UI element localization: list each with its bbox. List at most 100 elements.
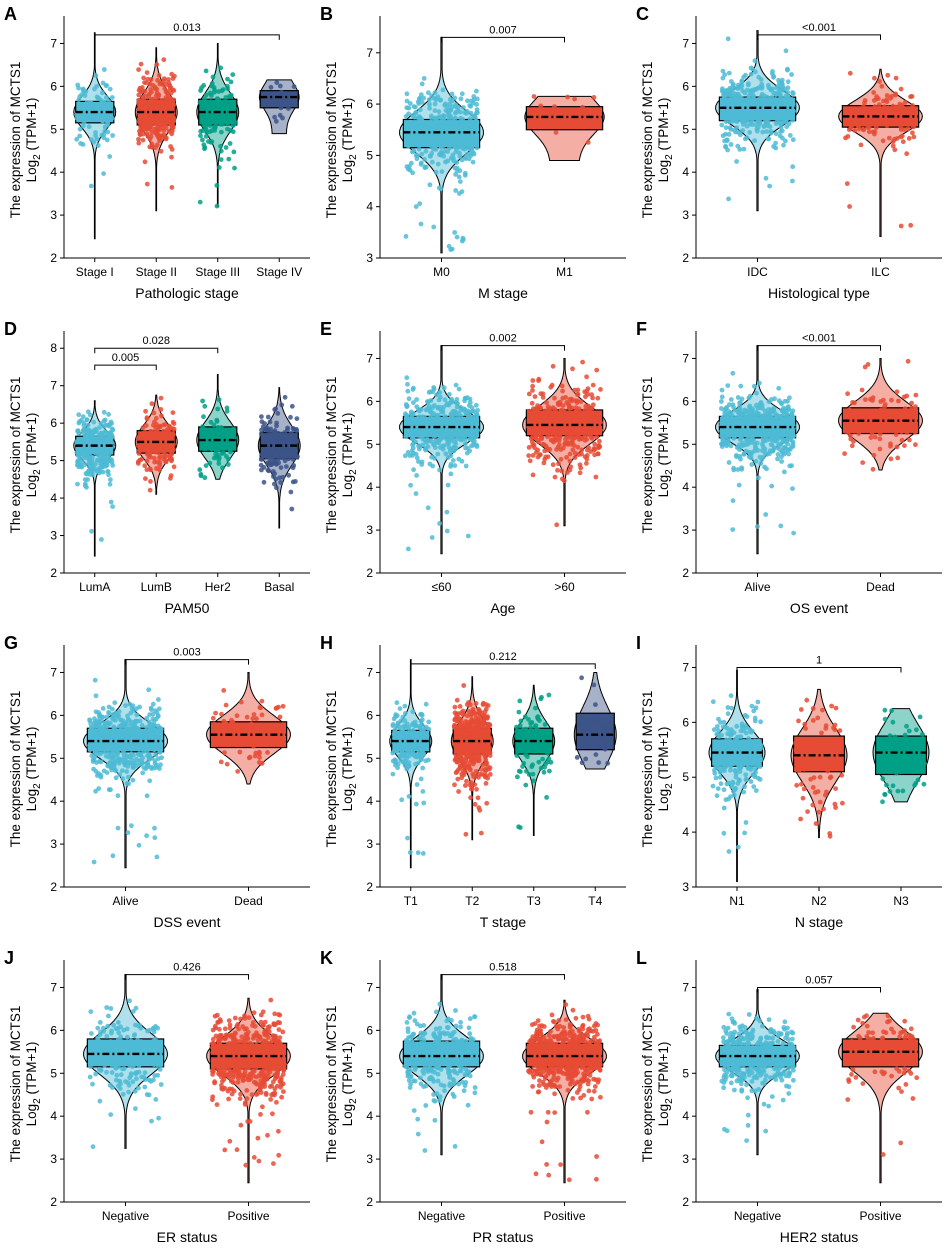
data-point [285, 449, 291, 455]
data-point [91, 447, 96, 453]
data-point [150, 101, 156, 106]
y-tick-label: 2 [682, 566, 689, 580]
data-point [261, 464, 267, 470]
data-point [155, 714, 161, 719]
comparison-bracket: <0.001 [757, 332, 881, 351]
data-point [771, 429, 776, 435]
data-point [215, 741, 221, 746]
data-point [736, 407, 742, 413]
data-point [288, 414, 293, 420]
panel-label: C [636, 4, 649, 24]
data-point [545, 418, 551, 423]
data-point [723, 131, 728, 137]
data-point [589, 391, 594, 397]
data-point [90, 430, 96, 436]
data-point [110, 853, 116, 859]
data-point [536, 439, 541, 444]
data-point [870, 129, 876, 135]
x-tick-label: Her2 [205, 580, 231, 594]
data-point [149, 431, 155, 436]
data-point [423, 148, 429, 154]
data-point [221, 688, 227, 693]
data-point [228, 449, 233, 454]
data-point [127, 701, 133, 707]
data-point [860, 459, 866, 465]
data-point [161, 128, 167, 133]
data-point [75, 82, 81, 88]
panel-label: F [636, 319, 647, 339]
data-point [787, 110, 792, 116]
data-point [286, 472, 291, 478]
data-point [148, 721, 153, 727]
data-point [441, 384, 447, 390]
data-point [752, 58, 758, 64]
data-point [419, 433, 425, 438]
data-point [156, 697, 161, 702]
data-point [84, 484, 89, 490]
data-point [125, 774, 131, 780]
x-tick-label: T1 [404, 894, 418, 908]
data-point [454, 139, 460, 145]
data-point [164, 452, 170, 458]
y-axis-unit: Log2 (TPM+1) [656, 412, 675, 497]
data-point [759, 81, 765, 87]
data-point [590, 401, 596, 407]
data-point [423, 445, 429, 451]
data-point [567, 458, 573, 463]
data-point [210, 715, 216, 721]
data-point [146, 117, 152, 123]
data-point [854, 106, 859, 112]
p-value-label: 0.005 [112, 352, 140, 364]
data-point [153, 752, 159, 758]
data-point [448, 107, 454, 113]
data-point [125, 713, 130, 719]
data-point [92, 747, 98, 753]
data-point [100, 118, 106, 124]
data-point [456, 135, 461, 141]
data-point [419, 712, 425, 718]
x-tick-label: T4 [588, 894, 602, 908]
data-point [207, 129, 213, 135]
data-point [211, 422, 217, 427]
data-point [913, 403, 918, 409]
data-point [197, 199, 203, 205]
data-point [595, 412, 601, 418]
data-point [169, 450, 175, 456]
data-point [785, 90, 791, 95]
panel-label: G [4, 633, 18, 653]
data-point [538, 435, 544, 441]
x-tick-label: >60 [554, 580, 575, 594]
p-value-label: 0.028 [142, 335, 170, 347]
data-point [431, 455, 437, 461]
data-point [141, 75, 147, 81]
data-point [160, 440, 166, 446]
y-tick-label: 3 [682, 208, 689, 222]
data-point [146, 687, 152, 693]
data-point [417, 126, 422, 131]
data-point [116, 709, 122, 714]
data-point [556, 401, 561, 407]
data-point [454, 396, 460, 402]
data-point [750, 427, 756, 433]
data-point [156, 706, 162, 712]
data-point [894, 444, 900, 449]
data-point [259, 712, 265, 718]
data-point [413, 490, 419, 496]
data-point [127, 753, 133, 759]
data-point [538, 390, 544, 396]
y-tick-label: 4 [682, 480, 689, 494]
data-point [406, 763, 412, 769]
data-point [170, 103, 176, 108]
data-point [82, 476, 88, 482]
data-point [749, 112, 755, 118]
data-point [278, 464, 284, 470]
data-point [788, 97, 793, 103]
data-point [430, 146, 436, 152]
data-point [102, 438, 107, 444]
data-point [410, 149, 415, 155]
data-point [281, 726, 286, 732]
data-point [225, 742, 231, 748]
y-tick-label: 4 [50, 491, 57, 505]
comparison-bracket: 0.028 [94, 335, 219, 353]
data-point [894, 388, 900, 394]
